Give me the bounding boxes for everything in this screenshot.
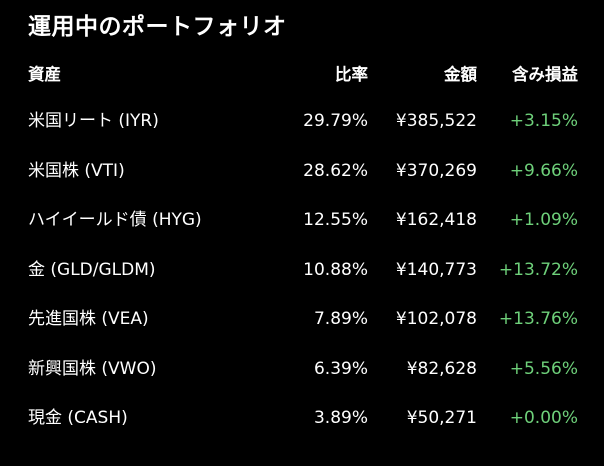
asset-name: 米国株 (VTI) bbox=[28, 160, 125, 181]
table-row: 先進国株 (VEA) 7.89% ¥102,078 +13.76% bbox=[0, 295, 604, 345]
header-ratio: 比率 bbox=[335, 65, 368, 84]
asset-value: ¥82,628 bbox=[406, 358, 477, 379]
asset-gain: +3.15% bbox=[509, 111, 578, 131]
asset-name: 先進国株 (VEA) bbox=[28, 309, 149, 329]
asset-gain: +5.56% bbox=[509, 358, 578, 379]
asset-ratio: 28.62% bbox=[303, 160, 368, 181]
asset-value: ¥140,773 bbox=[395, 259, 477, 280]
page-title: 運用中のポートフォリオ bbox=[28, 14, 287, 40]
header-asset: 資産 bbox=[28, 65, 61, 84]
asset-value: ¥102,078 bbox=[395, 309, 477, 329]
asset-value: ¥385,522 bbox=[395, 111, 477, 131]
holdings-table: 資産 比率 金額 含み損益 米国リート (IYR) 29.79% ¥385,52… bbox=[0, 53, 604, 444]
header-unrealized-gain: 含み損益 bbox=[512, 65, 578, 84]
asset-name: 米国リート (IYR) bbox=[28, 111, 159, 131]
table-row: 現金 (CASH) 3.89% ¥50,271 +0.00% bbox=[0, 394, 604, 444]
asset-ratio: 10.88% bbox=[303, 259, 368, 280]
table-row: 新興国株 (VWO) 6.39% ¥82,628 +5.56% bbox=[0, 345, 604, 395]
asset-ratio: 12.55% bbox=[303, 210, 368, 230]
asset-name: ハイイールド債 (HYG) bbox=[28, 210, 202, 230]
asset-gain: +13.72% bbox=[498, 259, 578, 280]
asset-ratio: 7.89% bbox=[313, 309, 368, 329]
table-header: 資産 比率 金額 含み損益 bbox=[0, 53, 604, 97]
asset-ratio: 3.89% bbox=[313, 408, 368, 428]
asset-value: ¥50,271 bbox=[406, 408, 477, 428]
asset-gain: +1.09% bbox=[509, 210, 578, 230]
table-row: 米国株 (VTI) 28.62% ¥370,269 +9.66% bbox=[0, 147, 604, 197]
asset-ratio: 29.79% bbox=[303, 111, 368, 131]
header-value: 金額 bbox=[444, 65, 477, 84]
asset-name: 現金 (CASH) bbox=[28, 408, 128, 428]
asset-name: 金 (GLD/GLDM) bbox=[28, 259, 156, 280]
asset-value: ¥370,269 bbox=[395, 160, 477, 181]
table-row: 米国リート (IYR) 29.79% ¥385,522 +3.15% bbox=[0, 97, 604, 147]
asset-name: 新興国株 (VWO) bbox=[28, 358, 157, 379]
asset-value: ¥162,418 bbox=[395, 210, 477, 230]
asset-gain: +9.66% bbox=[509, 160, 578, 181]
asset-gain: +0.00% bbox=[509, 408, 578, 428]
table-row: ハイイールド債 (HYG) 12.55% ¥162,418 +1.09% bbox=[0, 196, 604, 246]
asset-ratio: 6.39% bbox=[313, 358, 368, 379]
asset-gain: +13.76% bbox=[498, 309, 578, 329]
table-row: 金 (GLD/GLDM) 10.88% ¥140,773 +13.72% bbox=[0, 246, 604, 296]
